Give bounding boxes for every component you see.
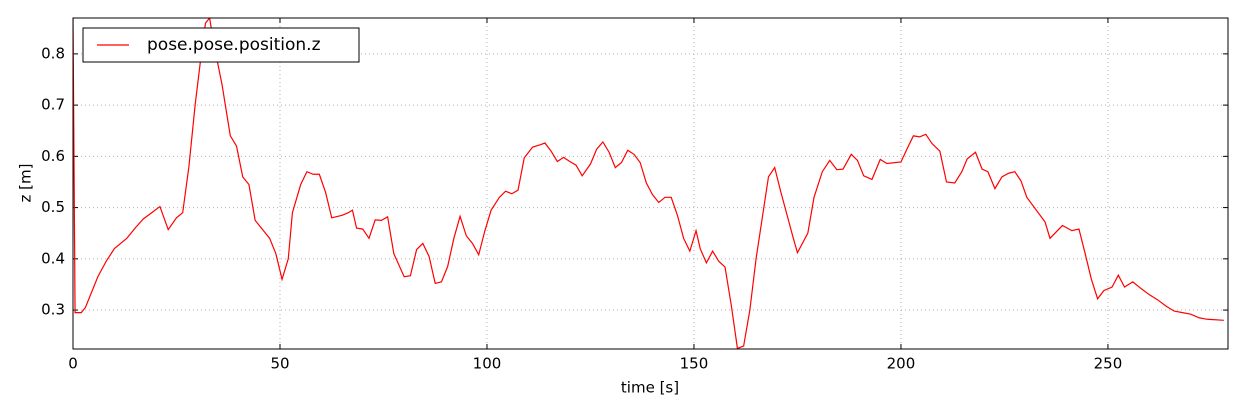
x-tick-label: 250 (1094, 355, 1123, 373)
y-tick-label: 0.4 (41, 249, 65, 267)
y-tick-label: 0.8 (41, 44, 65, 62)
x-tick-label: 50 (270, 355, 289, 373)
x-tick-label: 200 (887, 355, 916, 373)
legend-label: pose.pose.position.z (147, 35, 321, 55)
x-axis-label: time [s] (621, 379, 679, 397)
x-tick-label: 0 (68, 355, 78, 373)
legend: pose.pose.position.z (82, 27, 360, 63)
y-axis-label: z [m] (17, 164, 35, 203)
plot-frame (72, 17, 1229, 350)
x-tick-label: 100 (473, 355, 502, 373)
data-line (73, 18, 1224, 349)
y-tick-label: 0.6 (41, 147, 65, 165)
y-tick-label: 0.3 (41, 301, 65, 319)
y-tick-label: 0.5 (41, 198, 65, 216)
y-tick-label: 0.7 (41, 96, 65, 114)
x-tick-label: 150 (680, 355, 709, 373)
